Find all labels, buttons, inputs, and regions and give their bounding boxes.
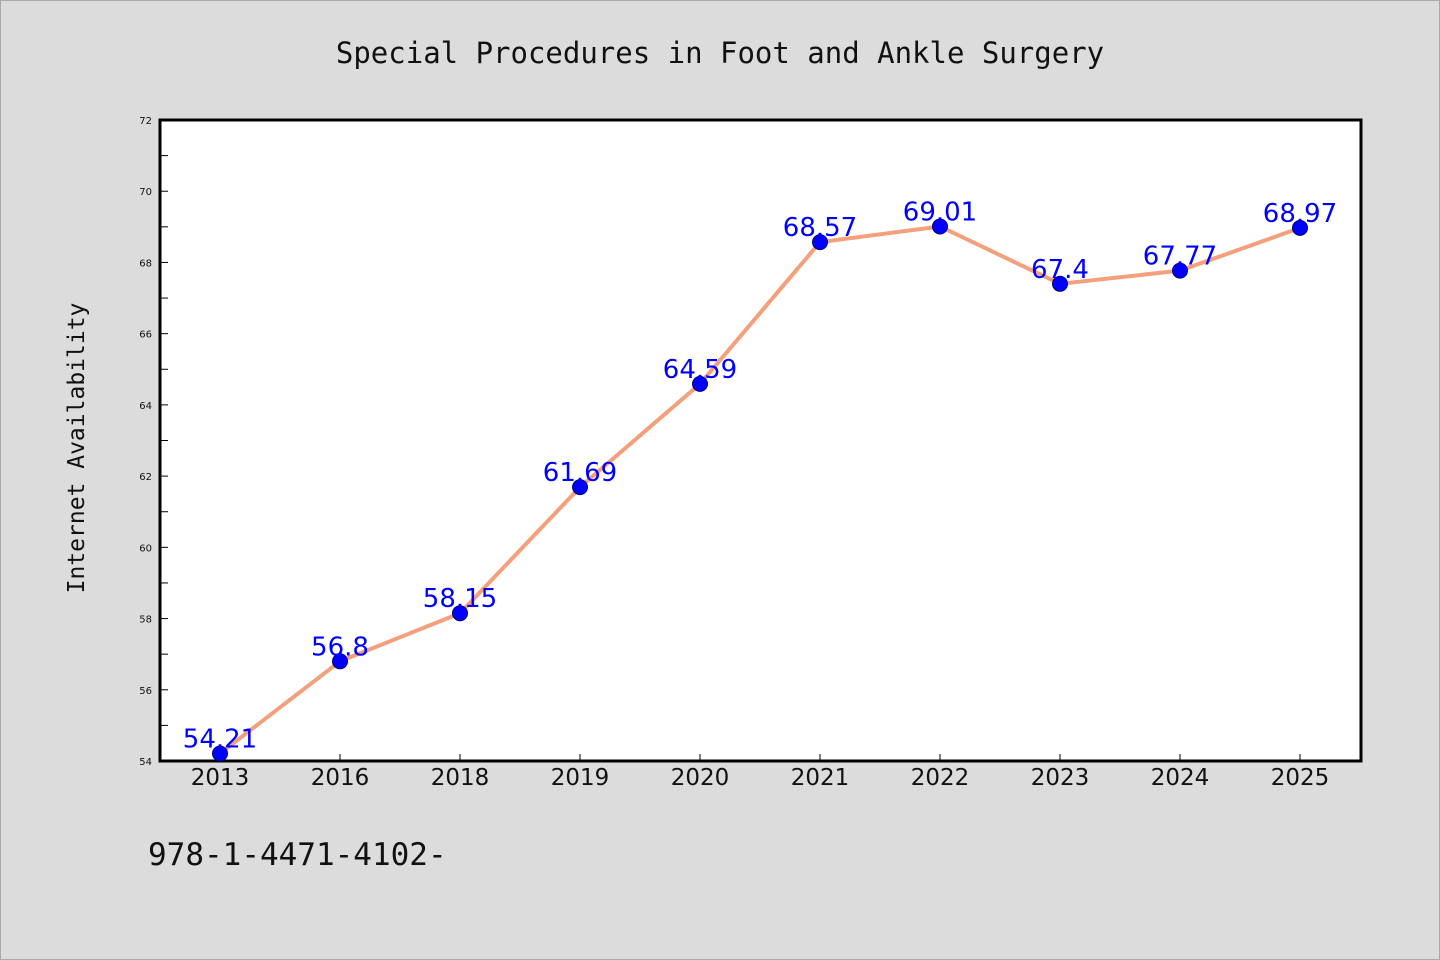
x-tick-label: 2020 xyxy=(671,765,730,791)
x-tick-label: 2023 xyxy=(1031,765,1090,791)
data-point xyxy=(572,479,588,496)
x-tick-label: 2016 xyxy=(311,765,370,791)
chart-title: Special Procedures in Foot and Ankle Sur… xyxy=(336,36,1104,70)
series-markers xyxy=(212,218,1308,762)
data-point xyxy=(932,218,948,235)
data-label: 68.57 xyxy=(783,213,857,243)
y-tick-label: 62 xyxy=(139,472,152,483)
data-label: 54.21 xyxy=(183,725,257,755)
x-tick-label: 2024 xyxy=(1151,765,1210,791)
data-point xyxy=(452,605,468,622)
data-point xyxy=(1172,262,1188,279)
x-tick-label: 2025 xyxy=(1271,765,1330,791)
data-point xyxy=(812,234,828,251)
data-label: 67.4 xyxy=(1031,255,1089,285)
y-axis-label: Internet Availability xyxy=(64,303,90,594)
data-label: 64.59 xyxy=(663,355,737,385)
y-tick-label: 70 xyxy=(139,187,152,198)
data-point xyxy=(1292,219,1308,236)
data-label: 61.69 xyxy=(543,458,617,488)
y-tick-label: 72 xyxy=(139,116,152,127)
data-label: 67.77 xyxy=(1143,242,1217,272)
y-tick-label: 64 xyxy=(139,401,152,412)
y-tick-label: 54 xyxy=(139,757,152,768)
x-tick-label: 2022 xyxy=(911,765,970,791)
y-axis: 54 56 58 60 62 64 66 68 70 72 xyxy=(139,116,168,768)
y-tick-label: 56 xyxy=(139,686,152,697)
data-label: 68.97 xyxy=(1263,199,1337,229)
data-label: 58.15 xyxy=(423,584,497,614)
data-point xyxy=(692,375,708,392)
x-tick-label: 2019 xyxy=(551,765,610,791)
data-label: 56.8 xyxy=(311,632,369,662)
x-axis: 2013 2016 2018 2019 2020 2021 2022 2023 2024 2025 xyxy=(191,754,1330,791)
data-point xyxy=(212,745,228,762)
y-tick-label: 68 xyxy=(139,258,152,269)
y-tick-label: 60 xyxy=(139,543,152,554)
data-point xyxy=(1052,275,1068,292)
footer-identifier: 978-1-4471-4102- xyxy=(148,837,447,873)
x-tick-label: 2021 xyxy=(791,765,850,791)
data-labels: 54.21 56.8 58.15 61.69 64.59 68.57 69.01 67.4 67… xyxy=(183,197,1337,754)
data-label: 69.01 xyxy=(903,197,977,227)
x-tick-label: 2013 xyxy=(191,765,250,791)
y-tick-label: 58 xyxy=(139,615,152,626)
series-line xyxy=(218,224,1301,756)
y-tick-label: 66 xyxy=(139,330,152,341)
x-tick-label: 2018 xyxy=(431,765,490,791)
data-point xyxy=(332,653,348,670)
